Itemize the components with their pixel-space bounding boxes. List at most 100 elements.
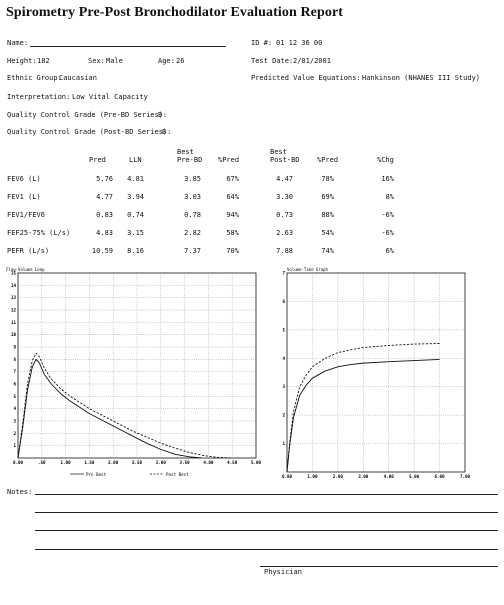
row-ratio-post: 0.73 — [276, 211, 293, 219]
row-pefr-pred: 10.59 — [91, 247, 113, 255]
row-fev1-post: 3.30 — [276, 193, 293, 201]
row-ratio-pred: 0.83 — [96, 211, 113, 219]
row-ratio-pre-pct: 94% — [226, 211, 239, 219]
interpretation-label: Interpretation: — [7, 93, 71, 101]
flow-volume-xtick-label: 2.00 — [108, 460, 119, 465]
id-value: 01 12 36 00 — [276, 39, 323, 47]
row-fev1-pre: 3.03 — [184, 193, 201, 201]
flow-volume-ytick-label: 5 — [13, 394, 16, 399]
header-pre-top: Best — [177, 148, 194, 156]
volume-time-frame — [286, 272, 466, 473]
ethnic-group-label: Ethnic Group: — [7, 74, 62, 82]
flow-volume-xtick-label: 0.00 — [13, 460, 24, 465]
volume-time-xtick-label: 1.00 — [307, 474, 318, 479]
sex-value: Male — [106, 57, 123, 65]
row-pefr-pre-pct: 70% — [226, 247, 239, 255]
flow-volume-ytick-label: 6 — [13, 382, 16, 387]
volume-time-xtick-label: 6.00 — [435, 474, 446, 479]
notes-line-3[interactable] — [35, 530, 498, 531]
volume-time-ytick-label: 4 — [282, 356, 285, 361]
name-label: Name: — [7, 39, 29, 47]
row-fef-label: FEF25-75% (L/s) — [7, 229, 71, 237]
volume-time-chart: Volume-Time Graph 0.00 1.00 2.00 3.00 4.00 5.… — [282, 267, 471, 479]
flow-volume-series — [17, 352, 231, 459]
predicted-equations-label: Predicted Value Equations: — [251, 74, 361, 82]
row-ratio-chg: -6% — [381, 211, 394, 219]
charts-svg: Flow-Volume Loop 0.00 .50 1.00 1.50 2.00 2.50… — [6, 267, 471, 479]
row-fef-pre-pct: 58% — [226, 229, 239, 237]
interpretation-value: Low Vital Capacity — [72, 93, 148, 101]
qc-post-value: B — [162, 128, 167, 136]
row-fev1-label: FEV1 (L) — [7, 193, 41, 201]
flow-volume-xtick-label: 3.50 — [180, 460, 191, 465]
flow-volume-grid — [18, 273, 256, 458]
flow-volume-xtick-label: 4.00 — [203, 460, 214, 465]
volume-time-ytick-label: 7 — [282, 271, 285, 276]
legend-pre-best-label: Pre Best — [86, 472, 107, 477]
row-pefr-pre: 7.37 — [184, 247, 201, 255]
row-fef-post-pct: 54% — [321, 229, 334, 237]
header-chg: %Chg — [377, 156, 394, 164]
header-post-pct: %Pred — [317, 156, 339, 164]
flow-volume-ytick-label: 9 — [13, 345, 16, 350]
row-fev1-chg: 8% — [385, 193, 394, 201]
id-label: ID #: — [251, 39, 273, 47]
flow-volume-xtick-label: 2.50 — [132, 460, 143, 465]
row-fev6-label: FEV6 (L) — [7, 175, 41, 183]
flow-volume-ytick-label: 3 — [13, 419, 16, 424]
flow-volume-ytick-label: 15 — [11, 271, 17, 276]
qc-pre-value: B — [158, 111, 163, 119]
flow-volume-ytick-label: 12 — [11, 308, 17, 313]
header-pred: Pred — [89, 156, 106, 164]
age-value: 26 — [176, 57, 185, 65]
flow-volume-ytick-label: 8 — [13, 357, 16, 362]
volume-time-ytick-label: 5 — [282, 327, 285, 332]
notes-line-4[interactable] — [35, 549, 498, 550]
legend-post-best-label: Post Best — [166, 472, 189, 477]
volume-time-xtick-label: 0.00 — [282, 474, 293, 479]
header-post-top: Best — [270, 148, 287, 156]
row-fef-pred: 4.83 — [96, 229, 113, 237]
row-fev1-pred: 4.77 — [96, 193, 113, 201]
volume-time-ytick-label: 6 — [282, 299, 285, 304]
row-fev6-pre: 3.85 — [184, 175, 201, 183]
row-fef-chg: -6% — [381, 229, 394, 237]
physician-signature-line[interactable] — [260, 566, 498, 567]
row-pefr-label: PEFR (L/s) — [7, 247, 50, 255]
ethnic-group-value: Caucasian — [59, 74, 97, 82]
volume-time-grid — [287, 273, 465, 472]
row-ratio-pre: 0.78 — [184, 211, 201, 219]
age-label: Age: — [158, 57, 175, 65]
flow-volume-frame — [17, 272, 257, 459]
row-fev6-post-pct: 78% — [321, 175, 334, 183]
notes-line-2[interactable] — [35, 512, 498, 513]
header-pre-bottom: Pre-BD — [177, 156, 203, 164]
flow-volume-series-post-best — [17, 352, 231, 459]
flow-volume-xtick-label: 1.00 — [61, 460, 72, 465]
flow-volume-title: Flow-Volume Loop — [6, 267, 45, 272]
volume-time-series-pre-best — [286, 358, 440, 473]
row-fef-lln: 3.15 — [127, 229, 144, 237]
flow-volume-series-pre-best — [17, 358, 202, 459]
row-fev6-pre-pct: 67% — [226, 175, 239, 183]
flow-volume-xtick-label: 5.00 — [251, 460, 262, 465]
header-lln: LLN — [129, 156, 142, 164]
row-fev1-pre-pct: 64% — [226, 193, 239, 201]
flow-volume-ytick-label: 14 — [11, 283, 17, 288]
flow-volume-xtick-label: .50 — [38, 460, 46, 465]
volume-time-axes: 0.00 1.00 2.00 3.00 4.00 5.00 6.00 7.00 1 2 3 4 5 6 7 — [282, 271, 471, 480]
qc-pre-label: Quality Control Grade (Pre-BD Series): — [7, 111, 168, 119]
test-date-label: Test Date: — [251, 57, 294, 65]
row-fev6-pred: 5.76 — [96, 175, 113, 183]
notes-line-1[interactable] — [35, 494, 498, 495]
volume-time-ytick-label: 2 — [282, 413, 285, 418]
flow-volume-ytick-label: 13 — [11, 295, 17, 300]
header-pre-pct: %Pred — [218, 156, 240, 164]
predicted-equations-value: Hankinson (NHANES III Study) — [362, 74, 481, 82]
sex-label: Sex: — [88, 57, 105, 65]
flow-volume-legend: Pre Best Post Best — [70, 472, 189, 477]
physician-label: Physician — [264, 568, 302, 576]
row-fef-post: 2.63 — [276, 229, 293, 237]
row-fev1-lln: 3.94 — [127, 193, 144, 201]
